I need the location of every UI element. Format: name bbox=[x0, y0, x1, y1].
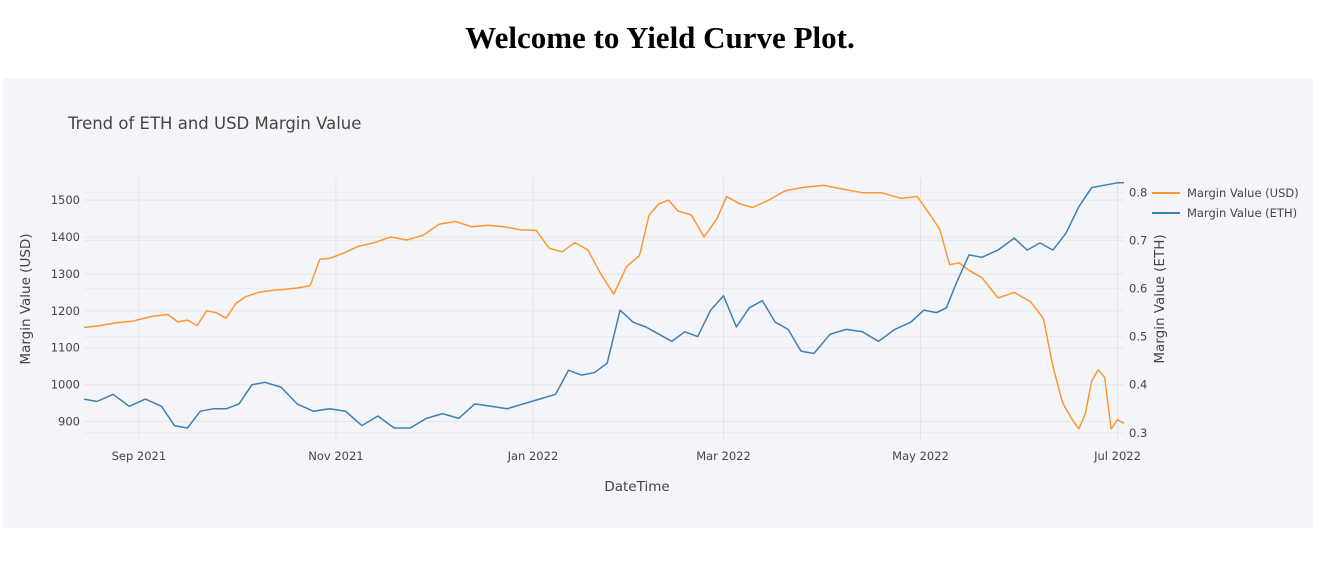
eth-tick-label: 0.5 bbox=[1129, 330, 1147, 344]
x-tick-label: Nov 2021 bbox=[308, 449, 363, 463]
eth-tick-label: 0.3 bbox=[1129, 426, 1147, 440]
legend[interactable]: Margin Value (USD) Margin Value (ETH) bbox=[1152, 186, 1299, 220]
series-layer bbox=[83, 182, 1125, 430]
x-tick-label: Jul 2022 bbox=[1093, 449, 1141, 463]
eth-tick-label: 0.8 bbox=[1129, 185, 1147, 199]
chart[interactable]: Trend of ETH and USD Margin Value 900 100… bbox=[3, 78, 1313, 528]
grid-layer bbox=[84, 178, 1124, 440]
x-tick-label: Jan 2022 bbox=[507, 449, 559, 463]
usd-tick-label: 900 bbox=[58, 415, 80, 429]
eth-series-line[interactable] bbox=[83, 182, 1124, 429]
x-tick-label: Mar 2022 bbox=[696, 449, 751, 463]
eth-tick-label: 0.4 bbox=[1129, 378, 1147, 392]
eth-tick-label: 0.6 bbox=[1129, 282, 1147, 296]
x-axis-ticks: Sep 2021 Nov 2021 Jan 2022 Mar 2022 May 2022… bbox=[112, 449, 1141, 463]
usd-axis-title: Margin Value (USD) bbox=[18, 233, 34, 364]
x-tick-label: May 2022 bbox=[892, 449, 949, 463]
legend-item-usd[interactable]: Margin Value (USD) bbox=[1152, 186, 1299, 200]
chart-card: Trend of ETH and USD Margin Value 900 100… bbox=[3, 78, 1313, 528]
usd-tick-label: 1200 bbox=[51, 304, 80, 318]
legend-label-usd: Margin Value (USD) bbox=[1187, 186, 1299, 200]
eth-tick-label: 0.7 bbox=[1129, 233, 1147, 247]
usd-tick-label: 1000 bbox=[51, 378, 80, 392]
page-title: Welcome to Yield Curve Plot. bbox=[465, 20, 855, 55]
x-tick-label: Sep 2021 bbox=[112, 449, 167, 463]
eth-axis-ticks: 0.3 0.4 0.5 0.6 0.7 0.8 bbox=[1129, 185, 1147, 439]
x-axis-title: DateTime bbox=[604, 479, 669, 495]
usd-series-line[interactable] bbox=[83, 184, 1125, 430]
usd-tick-label: 1400 bbox=[51, 230, 80, 244]
chart-title: Trend of ETH and USD Margin Value bbox=[67, 114, 361, 133]
legend-label-eth: Margin Value (ETH) bbox=[1187, 206, 1297, 220]
usd-axis-ticks: 900 1000 1100 1200 1300 1400 1500 bbox=[51, 193, 80, 428]
usd-tick-label: 1500 bbox=[51, 193, 80, 207]
legend-item-eth[interactable]: Margin Value (ETH) bbox=[1152, 206, 1297, 220]
usd-tick-label: 1300 bbox=[51, 267, 80, 281]
eth-axis-title: Margin Value (ETH) bbox=[1152, 234, 1168, 363]
usd-tick-label: 1100 bbox=[51, 341, 80, 355]
